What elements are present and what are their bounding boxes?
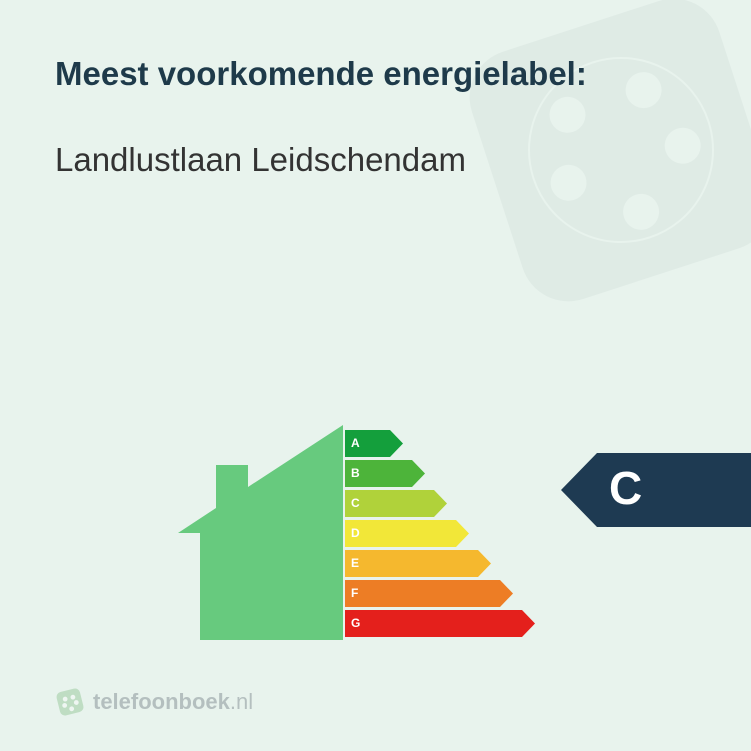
energy-bar-label: G (351, 616, 360, 630)
brand-name: telefoonboek.nl (93, 689, 253, 715)
energy-bar-label: B (351, 466, 360, 480)
energy-label-chart: A B C D E F G C (0, 395, 751, 655)
energy-bar-label: F (351, 586, 358, 600)
page-title: Meest voorkomende energielabel: (55, 55, 696, 93)
brand-name-suffix: .nl (230, 689, 253, 714)
brand-logo-icon (55, 687, 85, 717)
energy-bar-label: A (351, 436, 360, 450)
selected-label-indicator: C (561, 453, 751, 527)
house-icon (178, 425, 343, 645)
footer-branding: telefoonboek.nl (55, 687, 253, 717)
energy-bar-label: C (351, 496, 360, 510)
energy-bar-label: E (351, 556, 359, 570)
brand-name-bold: telefoonboek (93, 689, 230, 714)
selected-label-letter: C (609, 461, 642, 515)
energy-bar-label: D (351, 526, 360, 540)
location-name: Landlustlaan Leidschendam (55, 141, 696, 179)
